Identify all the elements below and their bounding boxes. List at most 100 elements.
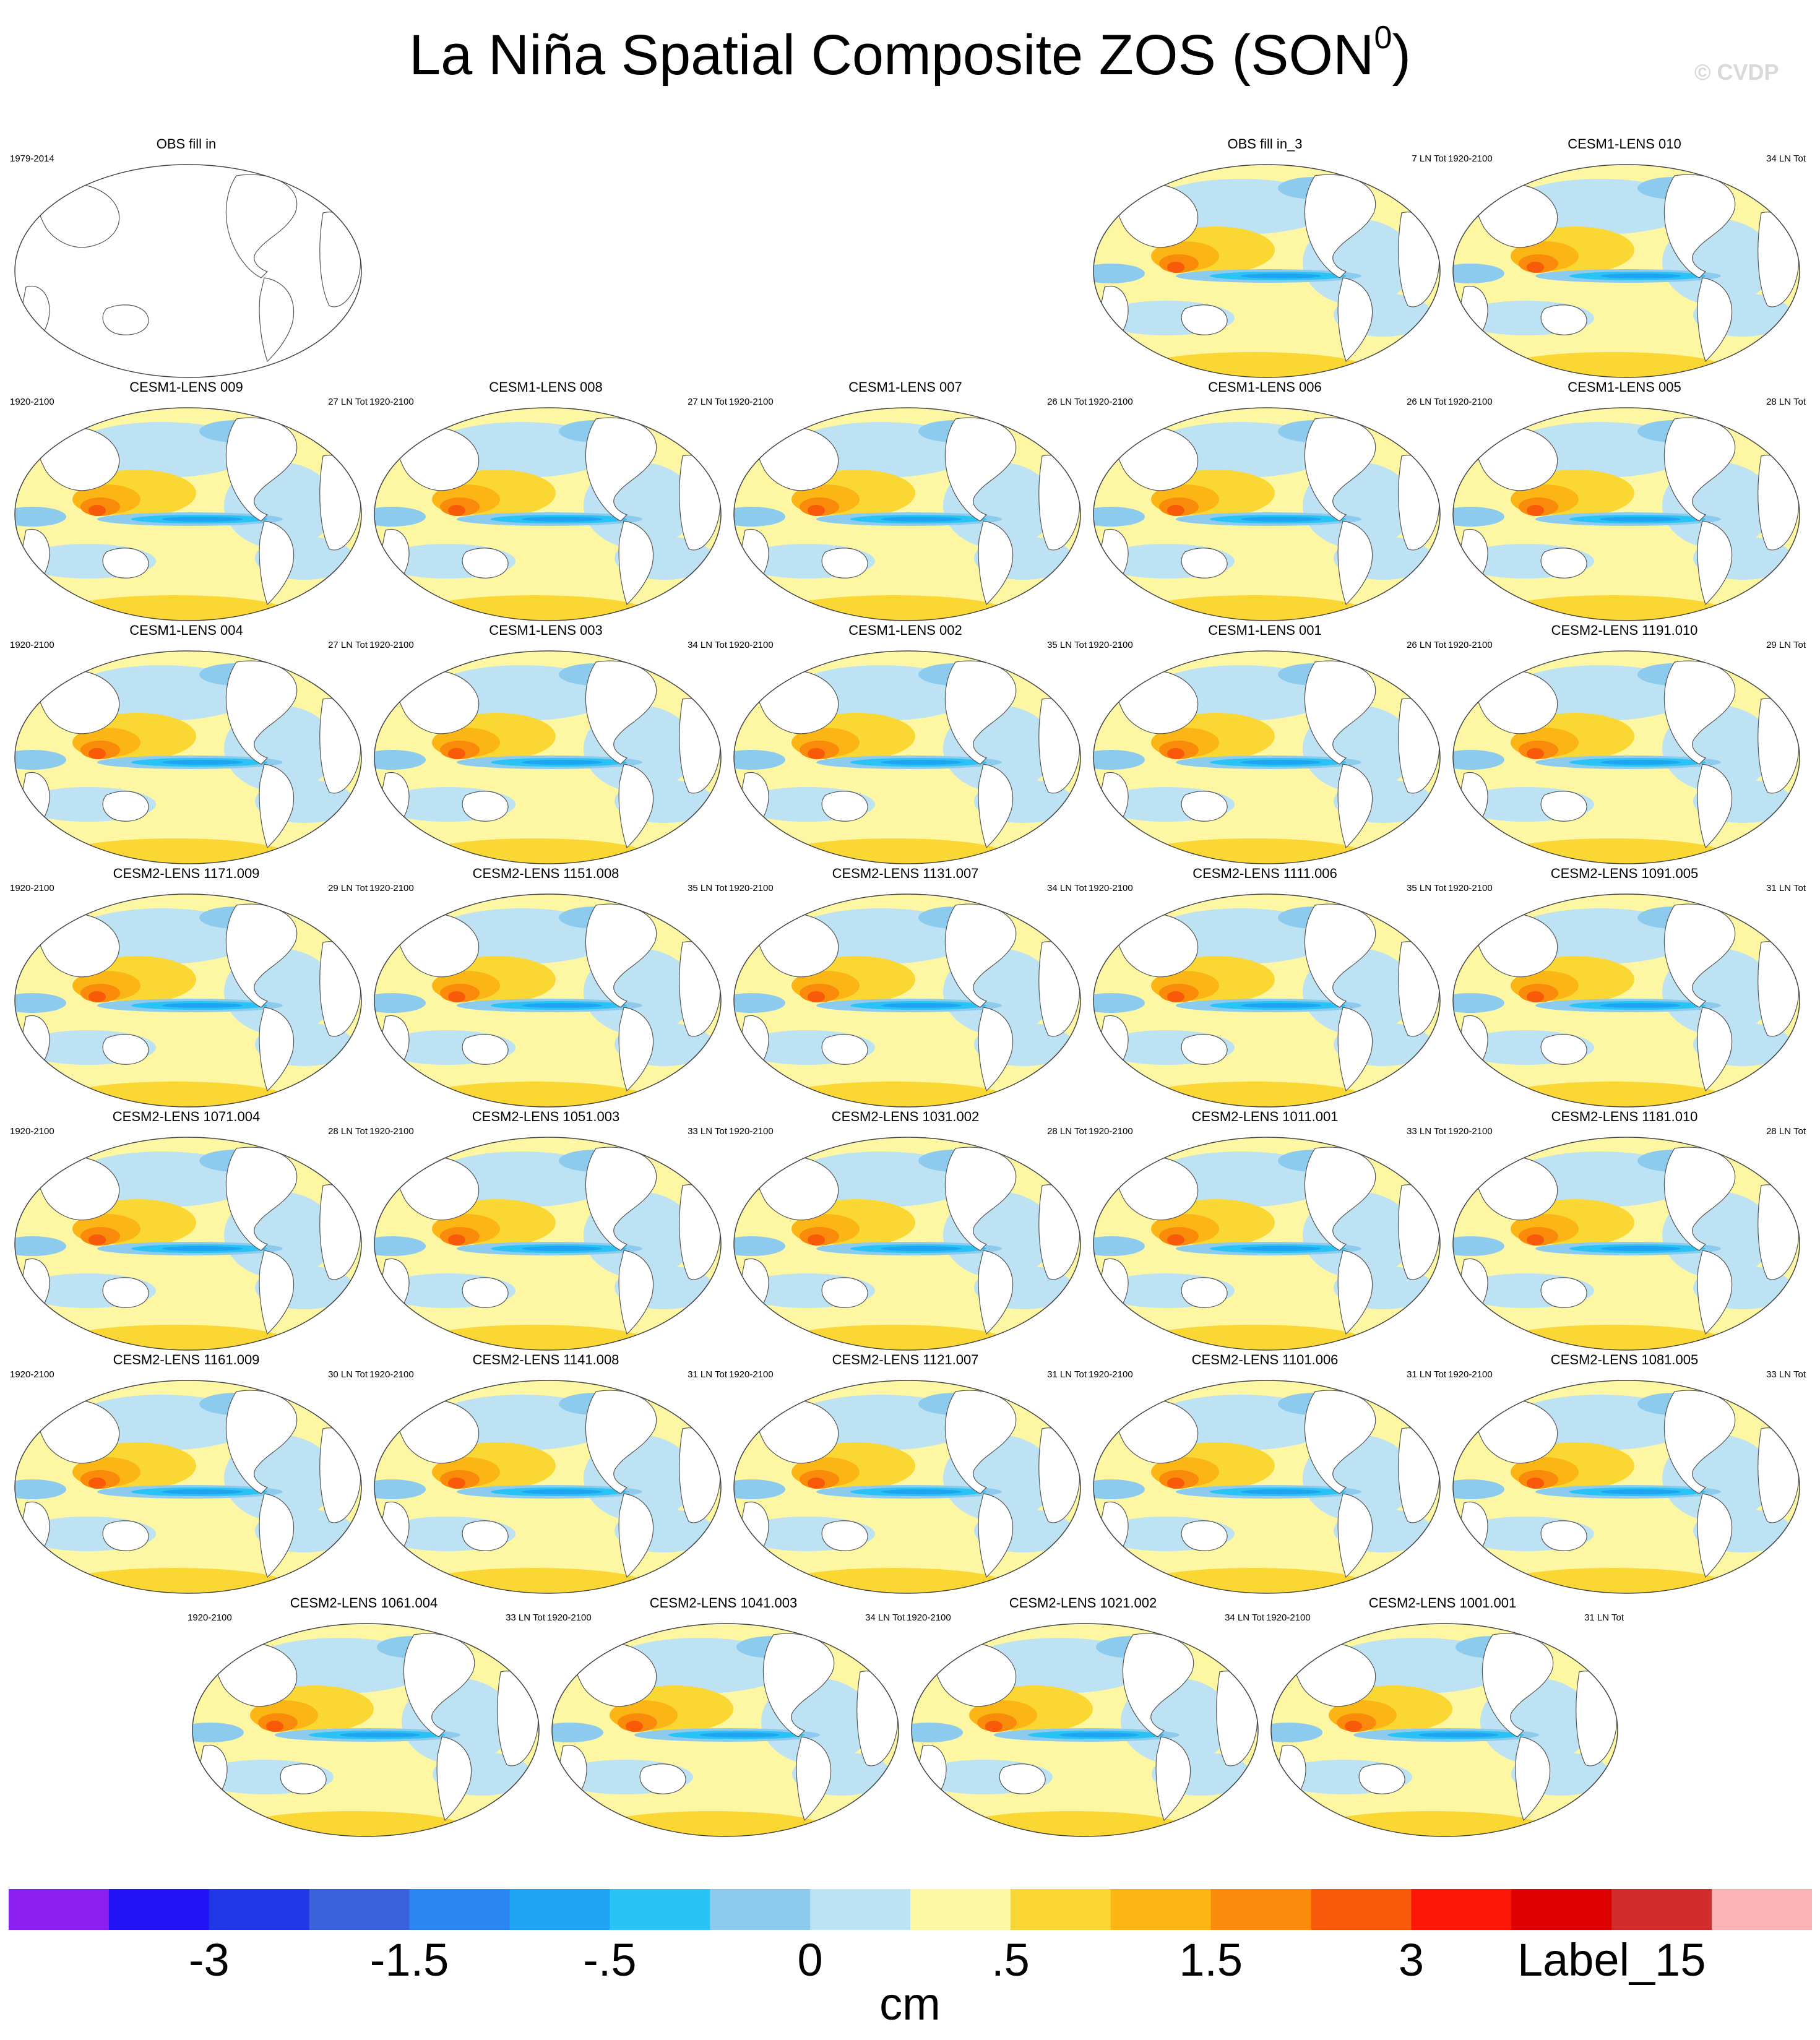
landmass (225, 417, 298, 522)
landmass (1304, 174, 1376, 278)
map-field (192, 1624, 539, 1836)
anomaly-contour (162, 517, 243, 522)
panel-period: 1920-2100 (188, 1612, 232, 1623)
panel-period: 1920-2100 (10, 640, 54, 650)
colorbar-swatch (9, 1889, 110, 1930)
landmass (1540, 548, 1587, 579)
anomaly-contour (808, 991, 825, 1002)
map-panel: OBS fill in 1979-2014 (7, 136, 365, 380)
landmass (20, 1015, 50, 1065)
panel-period: 1920-2100 (10, 1369, 54, 1380)
landmass (436, 1736, 472, 1822)
map-panel: CESM2-LENS 1081.005 1920-2100 33 LN Tot (1446, 1352, 1806, 1596)
colorbar-swatch (1511, 1889, 1612, 1930)
map-panel: CESM1-LENS 010 1920-2100 34 LN Tot (1446, 136, 1806, 380)
landmass (1181, 548, 1228, 579)
panel-event-count: 33 LN Tot (1766, 1369, 1806, 1380)
anomaly-contour (448, 991, 465, 1002)
panel-map (14, 1380, 362, 1594)
anomaly-contour (699, 1732, 780, 1737)
panel-map (733, 407, 1081, 621)
landmass (618, 1493, 654, 1578)
colorbar-swatch (509, 1889, 610, 1930)
landmass (1337, 520, 1373, 606)
map-panel: OBS fill in_3 7 LN Tot (1086, 136, 1446, 380)
map-field (15, 1137, 361, 1350)
panel-title: CESM2-LENS 1101.006 (1191, 1352, 1339, 1367)
landmass (1181, 1277, 1228, 1308)
landmass (1459, 1015, 1488, 1065)
map-panel: CESM1-LENS 004 1920-2100 27 LN Tot (7, 622, 368, 866)
landmass (462, 548, 509, 579)
map-field (734, 1137, 1080, 1350)
map-panel: CESM2-LENS 1111.006 1920-2100 35 LN Tot (1086, 866, 1446, 1109)
landmass (618, 764, 654, 849)
landmass (978, 1250, 1014, 1335)
colorbar-tick-label: -3 (188, 1934, 230, 1986)
landmass (462, 1277, 509, 1308)
anomaly-contour (88, 505, 106, 516)
panel-title: CESM2-LENS 1091.005 (1550, 866, 1699, 881)
anomaly-contour (1418, 1732, 1499, 1737)
map-border (1270, 1623, 1618, 1837)
map-field (374, 1380, 721, 1593)
landmass (1540, 791, 1587, 822)
landmass (1277, 1744, 1306, 1795)
landmass (1099, 1258, 1129, 1309)
map-border (1093, 164, 1441, 378)
landmass (585, 1390, 657, 1494)
landmass (1337, 1007, 1373, 1092)
colorbar-unit: cm (879, 1978, 941, 2029)
panel-event-count: 33 LN Tot (688, 1126, 727, 1137)
landmass (20, 772, 50, 822)
landmass (1181, 1034, 1228, 1065)
anomaly-contour (1167, 1234, 1184, 1246)
landmass (1099, 772, 1129, 822)
colorbar-swatch (108, 1889, 210, 1930)
panel-title: CESM1-LENS 002 (848, 622, 962, 638)
anomaly-contour (881, 1246, 962, 1251)
map-panel: CESM2-LENS 1101.006 1920-2100 31 LN Tot (1086, 1352, 1446, 1596)
map-field (1093, 651, 1440, 864)
panel-period: 1920-2100 (1089, 1369, 1133, 1380)
panel-title: CESM2-LENS 1071.004 (112, 1109, 261, 1124)
landmass (618, 1250, 654, 1335)
landmass (319, 212, 361, 308)
panel-period: 1920-2100 (10, 397, 54, 407)
map-panel: CESM1-LENS 008 1920-2100 27 LN Tot (367, 379, 727, 623)
landmass (20, 528, 50, 579)
map-border (374, 1380, 722, 1594)
landmass (1181, 1520, 1228, 1551)
landmass (102, 1277, 149, 1308)
panel-title: CESM2-LENS 1011.001 (1191, 1109, 1339, 1124)
panel-event-count: 27 LN Tot (328, 640, 368, 650)
map-border (1452, 893, 1800, 1108)
panel-event-count: 33 LN Tot (506, 1612, 545, 1623)
map-field (552, 1624, 899, 1836)
map-field (15, 1380, 361, 1593)
anomaly-contour (1527, 991, 1544, 1002)
anomaly-contour (88, 1478, 106, 1489)
map-panel: CESM2-LENS 1181.010 1920-2100 28 LN Tot (1446, 1109, 1806, 1353)
panel-title: CESM2-LENS 1121.007 (832, 1352, 979, 1367)
map-border (1452, 407, 1800, 621)
cvdp-watermark: © CVDP (1694, 59, 1779, 85)
landmass (978, 520, 1014, 606)
landmass (1337, 1250, 1373, 1335)
landmass (762, 1633, 835, 1737)
panel-map (1093, 893, 1441, 1108)
landmass (102, 791, 149, 822)
landmass (462, 1520, 509, 1551)
landmass (462, 1034, 509, 1065)
landmass (1697, 1007, 1733, 1092)
landmass (1337, 1493, 1373, 1578)
panel-map (1093, 164, 1441, 378)
anomaly-contour (1345, 1721, 1362, 1732)
anomaly-contour (1167, 262, 1184, 273)
colorbar-swatch (1712, 1889, 1813, 1930)
panel-title: CESM1-LENS 003 (489, 622, 603, 638)
map-field (734, 651, 1080, 864)
map-field (1453, 1137, 1800, 1350)
panel-period: 1920-2100 (1089, 1126, 1133, 1137)
map-panel: CESM2-LENS 1131.007 1920-2100 34 LN Tot (727, 866, 1087, 1109)
